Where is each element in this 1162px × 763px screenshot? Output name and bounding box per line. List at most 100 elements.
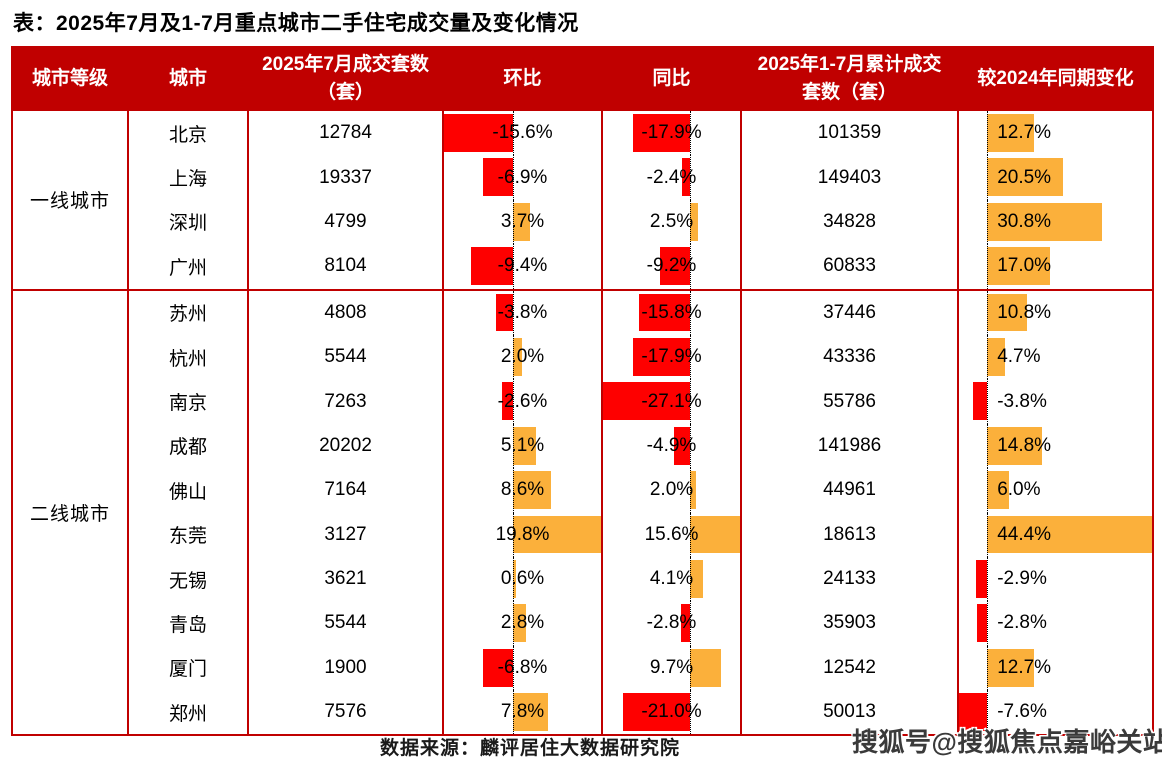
cum-units-cell: 35903 — [740, 601, 959, 646]
data-bar — [973, 382, 988, 421]
data-bar — [622, 693, 690, 731]
data-bar — [689, 648, 722, 687]
pct-label: 4.1% — [649, 568, 694, 590]
pct-label: -3.8% — [497, 301, 548, 323]
mom-bar-cell: 8.6% — [442, 468, 603, 513]
pct-label: -6.9% — [497, 166, 548, 188]
vs2024-bar-cell: 10.8% — [957, 288, 1154, 335]
tier-cell: 一线城市 — [11, 110, 129, 290]
col-header-yoy: 同比 — [601, 46, 742, 111]
data-bar — [987, 471, 1010, 509]
pct-label: 12.7% — [997, 122, 1052, 144]
data-bar — [987, 293, 1028, 332]
pct-label: -6.8% — [497, 656, 548, 678]
data-bar — [689, 202, 698, 241]
jul-units-cell: 1900 — [247, 645, 444, 691]
yoy-bar-cell: -27.1% — [601, 379, 742, 424]
pct-label: 30.8% — [997, 210, 1052, 232]
data-bar — [987, 202, 1102, 241]
col-header-cum-units: 2025年1-7月累计成交套数（套） — [740, 46, 959, 111]
data-bar — [496, 293, 514, 332]
mom-bar-cell: -6.8% — [442, 645, 603, 691]
data-bar — [513, 693, 548, 731]
yoy-bar-cell: -9.2% — [601, 244, 742, 290]
data-bar — [987, 515, 1151, 554]
vs2024-bar-cell: 20.5% — [957, 155, 1154, 200]
cum-units-cell: 55786 — [740, 379, 959, 424]
zero-axis-line — [513, 155, 515, 200]
mom-bar-cell: 19.8% — [442, 512, 603, 557]
data-bar — [513, 202, 530, 241]
page-title: 表：2025年7月及1-7月重点城市二手住宅成交量及变化情况 — [13, 12, 579, 35]
pct-label: -2.4% — [646, 166, 697, 188]
jul-units-cell: 3621 — [247, 556, 444, 602]
yoy-bar-cell: -21.0% — [601, 690, 742, 736]
mom-bar-cell: -2.6% — [442, 379, 603, 424]
city-cell: 北京 — [127, 110, 249, 156]
zero-axis-line — [513, 334, 515, 380]
city-cell: 上海 — [127, 155, 249, 200]
zero-axis-line — [987, 645, 989, 691]
data-bar — [987, 426, 1043, 465]
pct-label: 6.0% — [997, 479, 1041, 501]
watermark-text: 搜狐号@搜狐焦点嘉峪关站 — [852, 727, 1162, 757]
data-bar — [513, 338, 523, 376]
cum-units-cell: 149403 — [740, 155, 959, 200]
vs2024-bar-cell: -7.6% — [957, 690, 1154, 736]
zero-axis-line — [689, 601, 691, 646]
data-bar — [689, 560, 704, 598]
zero-axis-line — [987, 512, 989, 557]
table-row: 深圳 4799 3.7% 2.5% 34828 30.8% — [12, 199, 1154, 245]
vs2024-bar-cell: 17.0% — [957, 244, 1154, 290]
pct-label: 12.7% — [997, 656, 1052, 678]
jul-units-cell: 4808 — [247, 288, 444, 335]
mom-bar-cell: -15.6% — [442, 110, 603, 156]
vs2024-bar-cell: 6.0% — [957, 468, 1154, 513]
zero-axis-line — [513, 199, 515, 245]
zero-axis-line — [987, 334, 989, 380]
vs2024-bar-cell: -2.9% — [957, 556, 1154, 602]
data-bar — [501, 382, 514, 421]
col-header-city: 城市 — [127, 46, 249, 111]
zero-axis-line — [689, 512, 691, 557]
data-bar — [987, 114, 1035, 152]
data-bar — [513, 426, 536, 465]
data-bar — [689, 471, 697, 509]
zero-axis-line — [689, 155, 691, 200]
zero-axis-line — [689, 645, 691, 691]
mom-bar-cell: 3.7% — [442, 199, 603, 245]
yoy-bar-cell: -17.9% — [601, 334, 742, 380]
city-cell: 南京 — [127, 379, 249, 424]
cum-units-cell: 141986 — [740, 423, 959, 469]
jul-units-cell: 7263 — [247, 379, 444, 424]
data-bar — [987, 648, 1035, 687]
pct-label: 0.6% — [500, 568, 545, 590]
pct-label: 19.8% — [495, 523, 550, 545]
pct-label: -17.9% — [641, 346, 702, 368]
vs2024-bar-cell: -3.8% — [957, 379, 1154, 424]
pct-label: 8.6% — [500, 479, 545, 501]
city-cell: 苏州 — [127, 288, 249, 335]
yoy-bar-cell: -15.8% — [601, 288, 742, 335]
pct-label: 4.7% — [997, 346, 1041, 368]
city-cell: 东莞 — [127, 512, 249, 557]
data-bar — [632, 338, 690, 376]
cum-units-cell: 44961 — [740, 468, 959, 513]
zero-axis-line — [689, 556, 691, 602]
pct-label: 2.0% — [500, 346, 545, 368]
yoy-bar-cell: -4.9% — [601, 423, 742, 469]
zero-axis-line — [513, 512, 515, 557]
pct-label: 14.8% — [997, 434, 1052, 456]
yoy-bar-cell: 4.1% — [601, 556, 742, 602]
jul-units-cell: 7576 — [247, 690, 444, 736]
zero-axis-line — [987, 111, 989, 156]
zero-axis-line — [689, 111, 691, 156]
mom-bar-cell: -3.8% — [442, 288, 603, 335]
data-bar — [482, 158, 514, 197]
mom-bar-cell: 0.6% — [442, 556, 603, 602]
mom-bar-cell: 7.8% — [442, 690, 603, 736]
table-row: 无锡 3621 0.6% 4.1% 24133 -2.9% — [12, 556, 1154, 602]
pct-label: -2.6% — [497, 390, 548, 412]
pct-label: 44.4% — [997, 523, 1052, 545]
vs2024-bar-cell: -2.8% — [957, 601, 1154, 646]
